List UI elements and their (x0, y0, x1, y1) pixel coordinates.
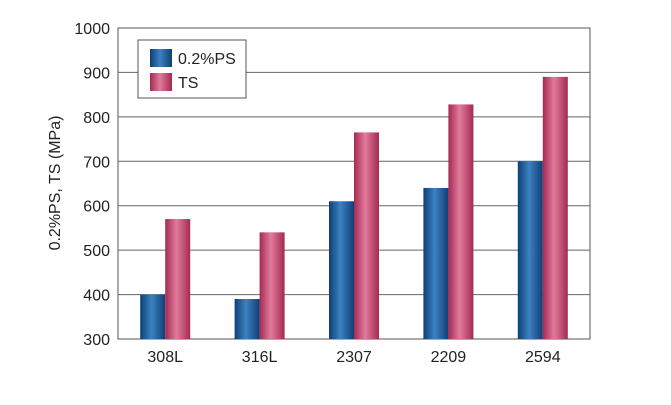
y-tick-label: 1000 (74, 21, 110, 38)
x-tick-label: 2307 (336, 349, 372, 366)
y-tick-label: 700 (83, 154, 110, 171)
x-tick-label: 308L (147, 349, 183, 366)
y-tick-label: 300 (83, 332, 110, 349)
bar-ps-2594 (517, 161, 543, 339)
bar-ts-2594 (542, 76, 568, 339)
y-tick-label: 400 (83, 288, 110, 305)
bar-ts-308L (165, 219, 191, 339)
y-tick-label: 800 (83, 110, 110, 127)
legend-label-ts: TS (178, 75, 198, 92)
y-tick-label: 900 (83, 65, 110, 82)
y-axis-label: 0.2%PS, TS (MPa) (47, 116, 64, 251)
bar-ps-308L (140, 294, 166, 339)
legend-swatch-ps (150, 49, 172, 67)
grid-lines (118, 71, 590, 296)
x-tick-label: 2209 (431, 349, 467, 366)
legend: 0.2%PS TS (137, 39, 247, 99)
bar-ps-316L (234, 299, 260, 339)
bars (140, 76, 568, 339)
x-tick-label: 2594 (525, 349, 561, 366)
legend-swatch-ts (150, 73, 172, 91)
y-tick-label: 600 (83, 199, 110, 216)
y-tick-label: 500 (83, 243, 110, 260)
y-tick-labels: 300 400 500 600 700 800 900 1000 (74, 21, 110, 349)
bar-ts-2307 (354, 132, 379, 339)
x-tick-labels: 308L 316L 2307 2209 2594 (147, 349, 560, 366)
legend-label-ps: 0.2%PS (178, 51, 236, 68)
bar-ts-2209 (448, 104, 474, 339)
bar-ps-2209 (423, 187, 449, 339)
bar-ts-316L (259, 232, 285, 339)
bar-ps-2307 (329, 201, 354, 339)
x-tick-label: 316L (242, 349, 278, 366)
